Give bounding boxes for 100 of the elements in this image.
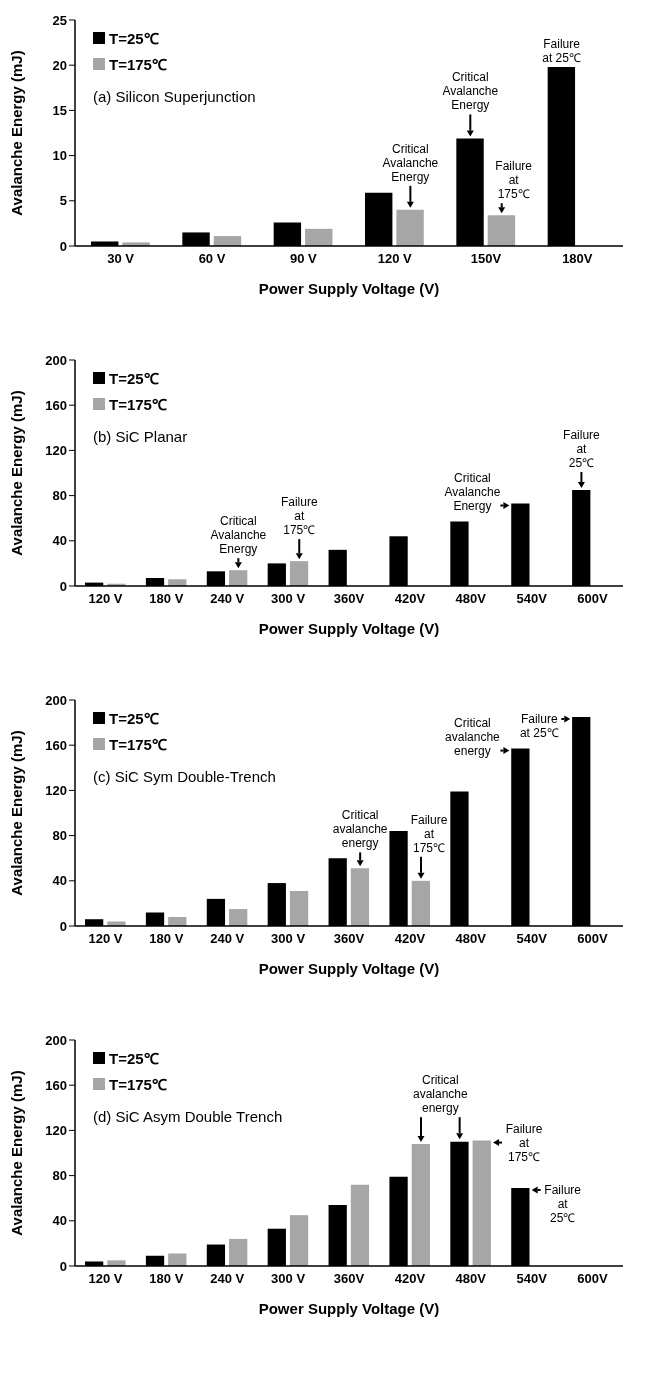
y-tick-label: 40	[52, 533, 67, 549]
x-tick-label: 240 V	[210, 931, 245, 947]
bar	[289, 1215, 309, 1266]
bar	[289, 890, 309, 926]
y-tick-label: 80	[52, 488, 67, 504]
bar	[289, 561, 309, 586]
annotation: Critical avalanche energy	[412, 1073, 469, 1116]
y-tick-label: 160	[45, 737, 67, 753]
x-tick-label: 90 V	[289, 251, 318, 267]
annotation: Failure at 175℃	[280, 495, 318, 538]
bar	[107, 1260, 126, 1266]
bar	[305, 228, 333, 246]
y-tick-label: 120	[45, 443, 67, 459]
y-tick-label: 160	[45, 1077, 67, 1093]
bar	[229, 1238, 248, 1266]
y-tick-label: 20	[52, 57, 67, 73]
y-tick-label: 5	[59, 193, 67, 209]
annotation: Failure at 25℃	[542, 37, 581, 66]
x-tick-label: 420V	[394, 1271, 426, 1287]
y-tick-label: 0	[59, 578, 67, 594]
x-tick-label: 120 V	[88, 591, 123, 607]
legend-label: T=25℃	[109, 29, 159, 48]
y-axis-title: Avalanche Energy (mJ)	[8, 1070, 26, 1236]
y-axis-title: Avalanche Energy (mJ)	[8, 730, 26, 896]
x-tick-label: 180V	[562, 251, 593, 267]
x-tick-label: 360V	[333, 591, 365, 607]
y-tick-label: 160	[45, 397, 67, 413]
annotation: Failure at 25℃	[563, 427, 601, 470]
y-tick-label: 0	[59, 238, 67, 254]
x-tick-label: 240 V	[210, 591, 245, 607]
x-axis-title: Power Supply Voltage (V)	[258, 1300, 440, 1317]
y-tick-label: 10	[52, 148, 67, 164]
x-tick-label: 180 V	[149, 931, 184, 947]
annotation: Failure at 175℃	[505, 1121, 543, 1164]
y-tick-label: 120	[45, 1123, 67, 1139]
x-tick-label: 540V	[516, 1271, 548, 1287]
annotation: Critical avalanche energy	[332, 808, 388, 851]
x-tick-label: 300 V	[271, 1271, 306, 1287]
x-tick-label: 420V	[394, 931, 426, 947]
y-tick-label: 15	[52, 103, 67, 119]
y-tick-label: 40	[52, 873, 67, 889]
x-axis-title: Power Supply Voltage (V)	[258, 280, 440, 297]
x-axis-title: Power Supply Voltage (V)	[258, 960, 440, 977]
legend-label: T=175℃	[109, 55, 167, 74]
bar	[472, 1140, 491, 1266]
x-tick-label: 480V	[455, 931, 487, 947]
y-axis-title: Avalanche Energy (mJ)	[8, 390, 26, 556]
y-tick-label: 25	[52, 12, 67, 28]
legend-label: T=175℃	[109, 395, 167, 414]
legend-label: T=25℃	[109, 709, 159, 728]
x-tick-label: 480V	[455, 591, 487, 607]
x-tick-label: 300 V	[271, 591, 306, 607]
x-tick-label: 120 V	[377, 251, 412, 267]
x-tick-label: 120 V	[88, 1271, 123, 1287]
annotation: Failure at 25℃	[544, 1183, 582, 1226]
x-tick-label: 30 V	[107, 251, 135, 267]
y-tick-label: 0	[59, 918, 67, 934]
y-tick-label: 80	[52, 828, 67, 844]
bar	[229, 570, 248, 586]
x-axis-title: Power Supply Voltage (V)	[258, 620, 440, 637]
text: (d) SiC Asym Double Trench	[93, 1108, 283, 1125]
y-tick-label: 200	[45, 1032, 67, 1048]
annotation: Critical Avalanche Energy	[442, 70, 499, 113]
x-tick-label: 360V	[333, 931, 365, 947]
annotation: Failure at 175℃	[495, 159, 533, 202]
x-tick-label: 540V	[516, 591, 548, 607]
legend-label: T=25℃	[109, 1049, 159, 1068]
bar	[411, 880, 430, 926]
bar	[229, 909, 248, 926]
bar	[411, 1143, 430, 1266]
y-tick-label: 200	[45, 692, 67, 708]
x-tick-label: 180 V	[149, 591, 184, 607]
x-tick-label: 360V	[333, 1271, 365, 1287]
y-tick-label: 120	[45, 783, 67, 799]
x-tick-label: 420V	[394, 591, 426, 607]
x-tick-label: 540V	[516, 931, 548, 947]
annotation: Critical Avalanche Energy	[210, 514, 267, 557]
bar	[350, 868, 370, 926]
y-tick-label: 200	[45, 352, 67, 368]
legend-label: T=175℃	[109, 735, 167, 754]
legend-label: T=175℃	[109, 1075, 167, 1094]
bar	[487, 215, 516, 246]
text: (a) Silicon Superjunction	[93, 88, 256, 105]
x-tick-label: 600V	[577, 1271, 609, 1287]
annotation: Failure at 175℃	[410, 812, 448, 855]
legend-label: T=25℃	[109, 369, 159, 388]
x-tick-label: 120 V	[88, 931, 123, 947]
annotation: Critical avalanche energy	[445, 715, 501, 758]
x-tick-label: 240 V	[210, 1271, 245, 1287]
bar	[107, 921, 126, 926]
y-axis-title: Avalanche Energy (mJ)	[8, 50, 26, 216]
text: (b) SiC Planar	[93, 428, 188, 445]
x-tick-label: 480V	[455, 1271, 487, 1287]
text: (c) SiC Sym Double-Trench	[93, 768, 276, 785]
x-tick-label: 600V	[577, 591, 609, 607]
y-tick-label: 40	[52, 1213, 67, 1229]
y-tick-label: 80	[52, 1168, 67, 1184]
annotation: Critical Avalanche Energy	[382, 141, 439, 184]
x-tick-label: 180 V	[149, 1271, 184, 1287]
annotation: Failure at 25℃	[519, 711, 559, 740]
